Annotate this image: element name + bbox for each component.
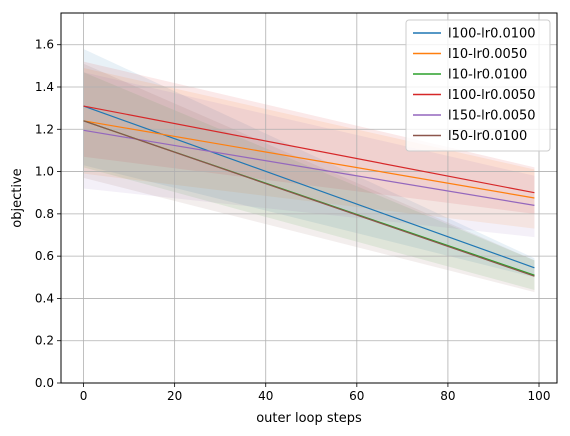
plot-area-frame [60,12,558,384]
confidence-bands [83,48,535,293]
series-line-4 [83,129,535,206]
series-line-0 [83,105,535,269]
y-tick-label-5: 1.0 [35,165,54,179]
x-tick-label-2: 40 [258,389,273,403]
x-tick-label-1: 20 [167,389,182,403]
legend-label-0: l100-lr0.0100 [448,27,536,42]
band-series-0 [83,48,535,278]
legend-label-5: l50-lr0.0100 [448,129,527,144]
y-axis-ticks: 0.0 0.2 0.4 0.6 0.8 1.0 1.2 1.4 1.6 [35,38,61,390]
legend-label-4: l150-lr0.0050 [448,109,536,124]
series-line-5 [83,120,535,277]
y-axis-label: objective [10,168,25,227]
legend: l100-lr0.0100 l10-lr0.0050 l10-lr0.0100 l10… [405,19,551,152]
y-tick-label-7: 1.4 [35,80,54,94]
legend-label-3: l100-lr0.0050 [448,88,536,103]
y-tick-label-1: 0.2 [35,334,54,348]
y-tick-label-4: 0.8 [35,207,54,221]
x-tick-label-0: 0 [80,389,88,403]
series-line-1 [83,120,535,199]
x-axis-ticks: 0 20 40 60 80 100 [80,383,551,403]
y-tick-label-2: 0.4 [35,291,54,305]
band-series-4 [83,72,535,238]
series-lines [83,105,535,277]
band-series-2 [83,72,535,290]
series-line-3 [83,105,535,194]
band-series-1 [83,67,535,229]
band-series-5 [83,63,535,293]
y-tick-label-8: 1.6 [35,38,54,52]
x-tick-label-5: 100 [528,389,551,403]
x-tick-label-3: 60 [349,389,364,403]
y-tick-label-6: 1.2 [35,122,54,136]
y-tick-label-3: 0.6 [35,249,54,263]
legend-box [405,19,551,152]
legend-label-1: l10-lr0.0050 [448,47,527,62]
band-series-3 [83,61,535,214]
x-tick-label-4: 80 [440,389,455,403]
x-axis-label: outer loop steps [256,411,362,426]
legend-label-2: l10-lr0.0100 [448,68,527,83]
y-tick-label-0: 0.0 [35,376,54,390]
